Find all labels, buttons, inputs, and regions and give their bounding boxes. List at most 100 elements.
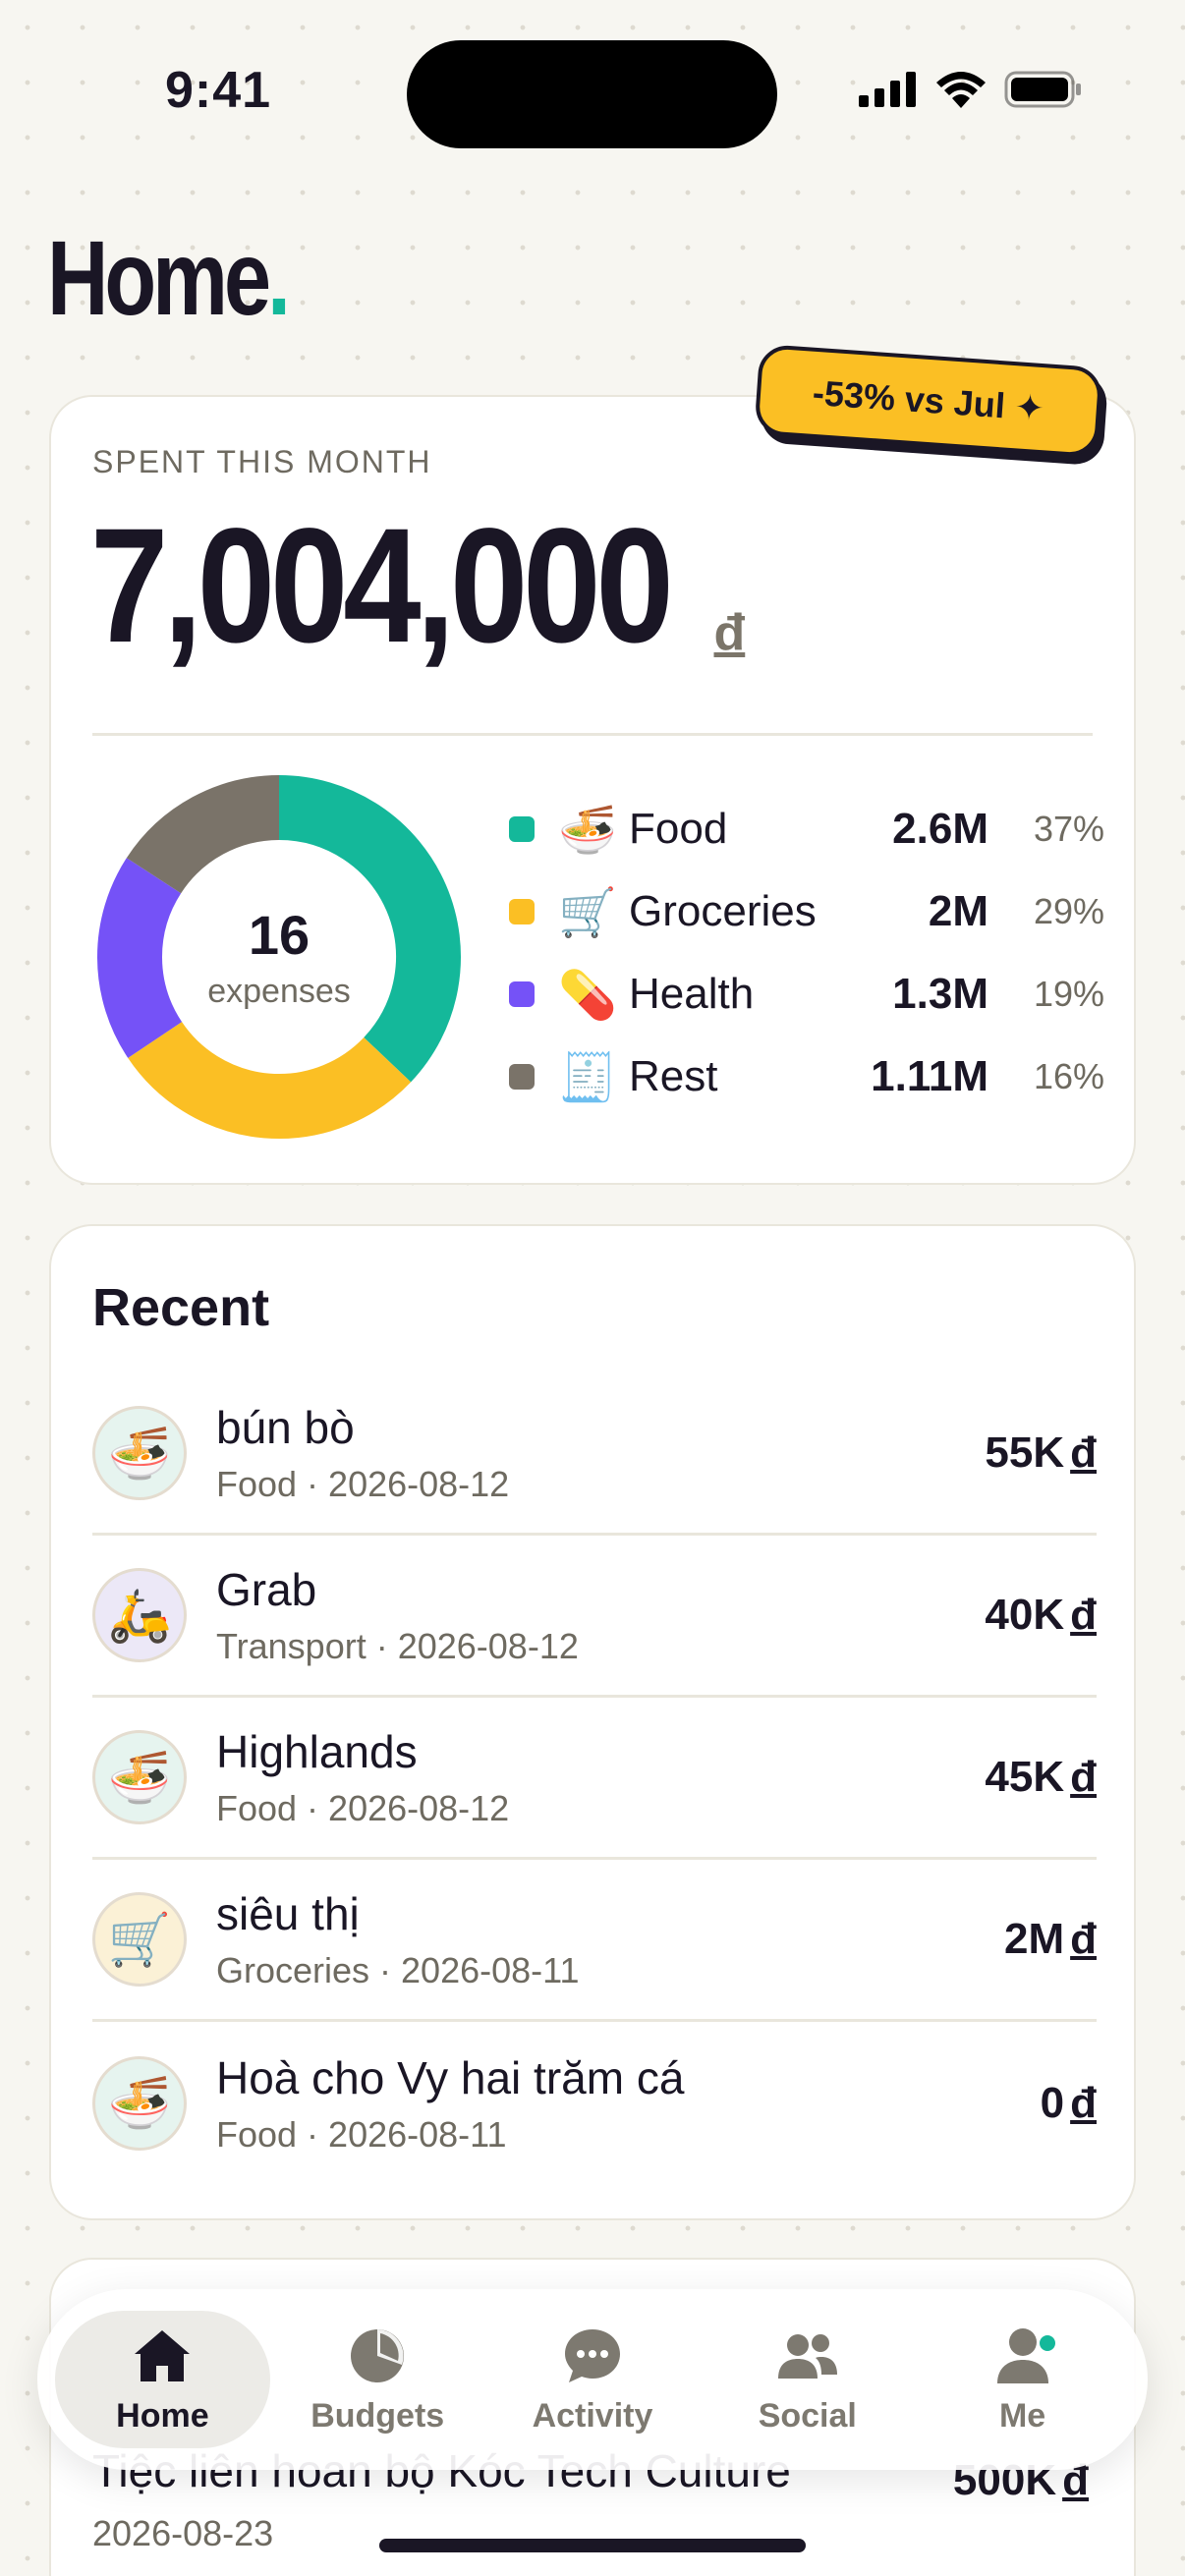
- page-title-dot: .: [267, 218, 291, 337]
- shopping-cart-icon: 🛒: [92, 1892, 187, 1987]
- transaction-amount-value: 55K: [985, 1428, 1065, 1477]
- legend-item-rest[interactable]: 🧾 Rest 1.11M 16%: [509, 1036, 1104, 1118]
- tab-budgets[interactable]: Budgets: [270, 2311, 485, 2448]
- legend-color-swatch: [509, 1064, 535, 1090]
- tab-home[interactable]: Home: [55, 2311, 270, 2448]
- sparkle-icon: ✦: [1013, 386, 1046, 429]
- food-bowl-icon: 🍜: [92, 1730, 187, 1824]
- transaction-row[interactable]: 🍜 Highlands Food · 2026-08-12 45K đ: [92, 1698, 1097, 1860]
- person-icon: [991, 2324, 1054, 2387]
- transaction-amount-value: 40K: [985, 1591, 1065, 1639]
- transaction-list: 🍜 bún bò Food · 2026-08-12 55K đ 🛵 Grab Tra…: [92, 1373, 1097, 2184]
- transaction-row[interactable]: 🍜 bún bò Food · 2026-08-12 55K đ: [92, 1373, 1097, 1536]
- tab-bar: Home Budgets Activity Social Me: [37, 2289, 1148, 2470]
- legend-value: 2M: [928, 887, 988, 935]
- legend-value: 2.6M: [892, 805, 988, 853]
- cellular-signal-icon: [859, 72, 916, 107]
- recent-title: Recent: [92, 1278, 270, 1337]
- category-icon: 💊: [558, 969, 617, 1022]
- expense-count: 16: [248, 904, 310, 966]
- home-indicator: [379, 2539, 806, 2552]
- transaction-amount: 55K đ: [985, 1428, 1097, 1478]
- page-title-text: Home: [47, 218, 271, 337]
- transaction-row[interactable]: 🛵 Grab Transport · 2026-08-12 40K đ: [92, 1536, 1097, 1698]
- transaction-amount: 2M đ: [1004, 1915, 1097, 1964]
- tab-me[interactable]: Me: [915, 2311, 1130, 2448]
- legend-item-groceries[interactable]: 🛒 Groceries 2M 29%: [509, 870, 1104, 953]
- transaction-row[interactable]: 🍜 Hoà cho Vy hai trăm cá Food · 2026-08-1…: [92, 2022, 1097, 2184]
- wifi-icon: [936, 72, 986, 108]
- legend-item-health[interactable]: 💊 Health 1.3M 19%: [509, 953, 1104, 1036]
- expense-count-label: expenses: [207, 973, 351, 1010]
- legend-label: Rest: [629, 1052, 718, 1100]
- upcoming-item-date: 2026-08-23: [92, 2513, 274, 2553]
- tab-activity[interactable]: Activity: [485, 2311, 701, 2448]
- legend-percent: 16%: [1033, 1056, 1104, 1096]
- tab-label: Activity: [532, 2396, 653, 2435]
- tab-label: Social: [758, 2396, 857, 2435]
- donut-slice-food[interactable]: [278, 775, 461, 1083]
- spent-label: SPENT THIS MONTH: [92, 444, 432, 479]
- transaction-amount: 45K đ: [985, 1753, 1097, 1802]
- transaction-currency: đ: [1070, 2078, 1097, 2127]
- legend-value: 1.11M: [871, 1052, 988, 1100]
- category-icon: 🍜: [558, 804, 617, 857]
- legend-label: Groceries: [629, 887, 817, 935]
- status-icons: [859, 71, 1083, 108]
- spent-amount-row: 7,004,000 đ: [90, 505, 745, 668]
- legend-item-food[interactable]: 🍜 Food 2.6M 37%: [509, 788, 1104, 870]
- transaction-name: Highlands: [216, 1726, 418, 1777]
- donut-slice-health[interactable]: [97, 858, 183, 1058]
- category-icon: 🧾: [558, 1051, 617, 1104]
- transaction-amount-value: 45K: [985, 1753, 1065, 1801]
- transaction-name: Grab: [216, 1564, 317, 1615]
- donut-slice-groceries[interactable]: [128, 1021, 412, 1139]
- food-bowl-icon: 🍜: [92, 1406, 187, 1500]
- home-icon: [131, 2324, 194, 2387]
- chat-bubble-icon: [561, 2324, 624, 2387]
- spent-summary-card[interactable]: SPENT THIS MONTH 7,004,000 đ 16 expenses…: [49, 395, 1136, 1185]
- transaction-row[interactable]: 🛒 siêu thị Groceries · 2026-08-11 2M đ: [92, 1860, 1097, 2022]
- scooter-icon: 🛵: [92, 1568, 187, 1662]
- tab-social[interactable]: Social: [700, 2311, 915, 2448]
- legend-percent: 37%: [1033, 809, 1104, 849]
- donut-slice-rest[interactable]: [126, 775, 280, 894]
- battery-icon: [1004, 71, 1081, 108]
- transaction-currency: đ: [1070, 1753, 1097, 1801]
- legend-color-swatch: [509, 899, 535, 924]
- chart-legend: 🍜 Food 2.6M 37% 🛒 Groceries 2M 29% 💊 Health 1.3M 19…: [509, 788, 1104, 1118]
- donut-chart[interactable]: 16 expenses: [92, 770, 466, 1144]
- legend-percent: 29%: [1033, 891, 1104, 931]
- spent-currency: đ: [713, 604, 746, 661]
- status-time: 9:41: [165, 62, 272, 119]
- transaction-meta: Groceries · 2026-08-11: [216, 1950, 580, 1990]
- legend-percent: 19%: [1033, 974, 1104, 1014]
- pie-chart-icon: [346, 2324, 409, 2387]
- transaction-amount-value: 2M: [1003, 1915, 1065, 1963]
- tab-label: Home: [116, 2396, 209, 2435]
- legend-label: Food: [629, 805, 728, 853]
- notification-dot: [1037, 2332, 1059, 2354]
- legend-value: 1.3M: [892, 970, 988, 1018]
- transaction-name: Hoà cho Vy hai trăm cá: [216, 2051, 685, 2103]
- people-icon: [776, 2324, 839, 2387]
- category-icon: 🛒: [558, 886, 617, 939]
- transaction-currency: đ: [1070, 1428, 1097, 1477]
- legend-label: Health: [629, 970, 755, 1018]
- donut-svg: [97, 775, 461, 1139]
- transaction-currency: đ: [1070, 1915, 1097, 1963]
- transaction-meta: Food · 2026-08-12: [216, 1464, 510, 1504]
- dynamic-island: [407, 40, 777, 148]
- page-title: Home.: [47, 216, 291, 339]
- food-bowl-icon: 🍜: [92, 2055, 187, 2151]
- transaction-amount-value: 0: [1040, 2078, 1065, 2127]
- tab-label: Budgets: [310, 2396, 445, 2435]
- transaction-meta: Food · 2026-08-12: [216, 1788, 510, 1828]
- spent-amount: 7,004,000: [90, 495, 674, 677]
- legend-color-swatch: [509, 816, 535, 842]
- comparison-badge-text: -53% vs Jul: [811, 371, 1007, 426]
- donut-center: 16 expenses: [92, 770, 466, 1144]
- transaction-meta: Transport · 2026-08-12: [216, 1626, 579, 1666]
- recent-card: Recent 🍜 bún bò Food · 2026-08-12 55K đ 🛵 …: [49, 1224, 1136, 2220]
